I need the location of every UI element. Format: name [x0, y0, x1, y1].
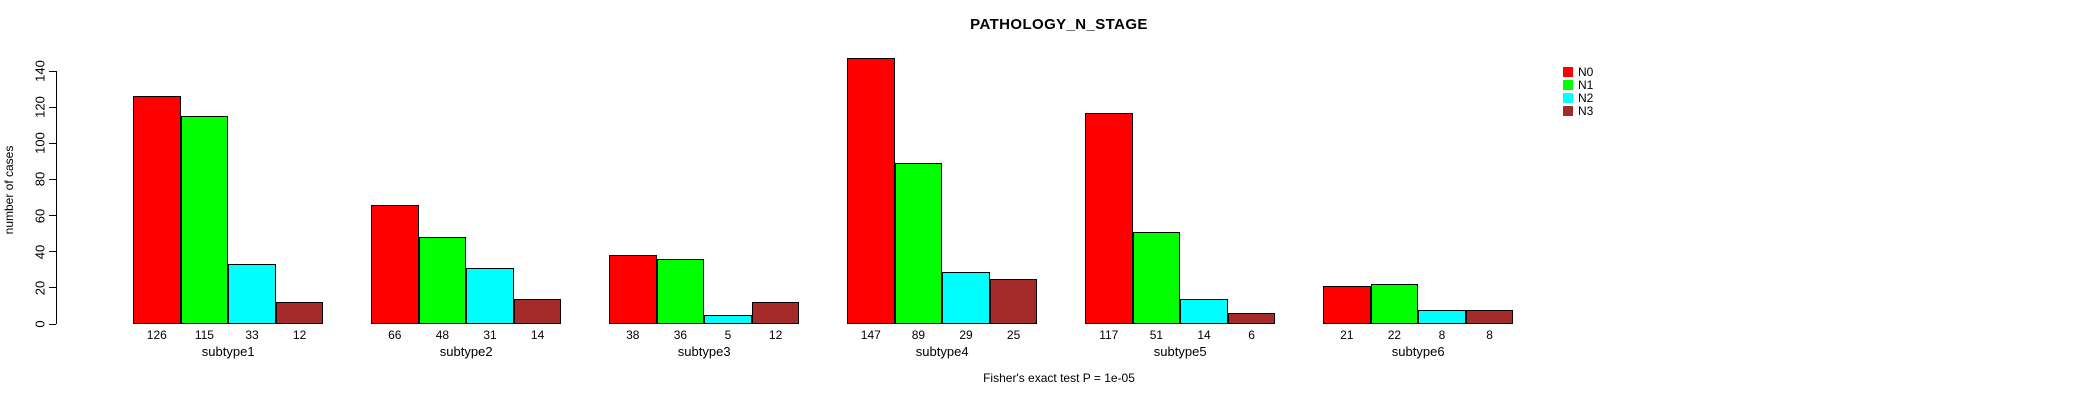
y-axis-tick-label: 40 [32, 244, 48, 259]
bar-n2-subtype3 [704, 314, 752, 324]
category-label-subtype2: subtype2 [439, 344, 493, 359]
bar-value-label: 12 [292, 328, 307, 342]
bar-value-label: 115 [194, 328, 214, 342]
legend-swatch-n3 [1563, 105, 1573, 116]
bar-value-label: 6 [1248, 328, 1255, 342]
bar-n1-subtype5 [1132, 231, 1181, 324]
y-axis-tick-label: 20 [32, 280, 48, 296]
bar-n3-subtype1 [275, 302, 324, 324]
y-axis-tick [49, 323, 56, 325]
bar-n2-subtype6 [1418, 309, 1466, 324]
category-label-subtype3: subtype3 [677, 344, 731, 359]
bar-value-label: 8 [1486, 328, 1493, 342]
y-axis-tick [49, 215, 56, 217]
legend-label-n0: N0 [1578, 65, 1594, 79]
legend-swatch-n2 [1563, 92, 1573, 103]
bar-value-label: 21 [1340, 328, 1354, 342]
bar-n1-subtype2 [418, 237, 467, 324]
bar-value-label: 66 [388, 328, 402, 342]
bar-n2-subtype1 [228, 264, 276, 324]
y-axis-tick [49, 251, 56, 253]
bar-n3-subtype3 [751, 302, 800, 324]
y-axis-tick-label: 0 [32, 320, 48, 328]
bar-n0-subtype4 [847, 58, 895, 324]
bar-n2-subtype2 [466, 267, 514, 324]
y-axis-tick-label: 80 [32, 172, 48, 187]
bar-value-label: 147 [860, 328, 881, 342]
bar-value-label: 5 [724, 328, 732, 342]
bar-n0-subtype3 [609, 255, 657, 324]
legend-swatch-n1 [1563, 79, 1573, 90]
y-axis-tick-label: 100 [32, 132, 48, 155]
category-label-subtype4: subtype4 [915, 344, 969, 359]
bar-n1-subtype6 [1370, 284, 1419, 324]
bar-n1-subtype3 [656, 258, 705, 324]
chart-title: PATHOLOGY_N_STAGE [970, 16, 1148, 33]
y-axis-tick [49, 142, 56, 144]
bar-n3-subtype2 [513, 298, 562, 324]
category-label-subtype1: subtype1 [201, 344, 255, 359]
legend-label-n1: N1 [1578, 77, 1594, 92]
bar-value-label: 31 [483, 328, 497, 342]
bar-n0-subtype2 [371, 204, 419, 324]
bar-value-label: 22 [1387, 328, 1402, 342]
y-axis-tick [49, 70, 56, 72]
y-axis-label: number of cases [2, 145, 16, 235]
bar-n2-subtype4 [942, 271, 990, 324]
bar-value-label: 36 [673, 328, 688, 342]
bar-value-label: 33 [245, 328, 259, 342]
bar-value-label: 126 [146, 328, 167, 342]
bar-value-label: 8 [1438, 328, 1446, 342]
bar-n1-subtype4 [894, 163, 943, 324]
y-axis-tick-label: 140 [32, 60, 48, 82]
category-label-subtype5: subtype5 [1153, 344, 1207, 359]
y-axis-tick-label: 120 [32, 96, 48, 118]
bar-value-label: 48 [435, 328, 450, 342]
bar-n1-subtype1 [180, 116, 229, 324]
bar-n3-subtype5 [1227, 313, 1276, 324]
bar-n0-subtype1 [133, 96, 181, 324]
bar-n3-subtype4 [989, 278, 1038, 324]
caption: Fisher's exact test P = 1e-05 [983, 371, 1135, 385]
y-axis-tick [49, 106, 56, 108]
y-axis-line [56, 71, 57, 324]
legend-swatch-n0 [1563, 67, 1573, 77]
bar-value-label: 14 [530, 328, 545, 342]
y-axis-tick-label: 60 [32, 208, 48, 223]
legend-label-n3: N3 [1578, 103, 1594, 118]
bar-value-label: 29 [959, 328, 973, 342]
bar-value-label: 38 [626, 328, 640, 342]
bar-value-label: 12 [768, 328, 783, 342]
bar-value-label: 51 [1149, 328, 1164, 342]
bar-value-label: 117 [1099, 328, 1119, 342]
bar-n0-subtype6 [1323, 286, 1371, 324]
bar-n2-subtype5 [1180, 298, 1228, 324]
bar-value-label: 14 [1197, 328, 1211, 342]
y-axis-tick [49, 287, 56, 289]
y-axis-tick [49, 178, 56, 180]
category-label-subtype6: subtype6 [1391, 344, 1445, 359]
legend-label-n2: N2 [1578, 90, 1594, 105]
bar-value-label: 89 [911, 328, 926, 342]
bar-n3-subtype6 [1465, 309, 1514, 324]
bar-n0-subtype5 [1085, 112, 1133, 324]
bar-value-label: 25 [1006, 328, 1021, 342]
